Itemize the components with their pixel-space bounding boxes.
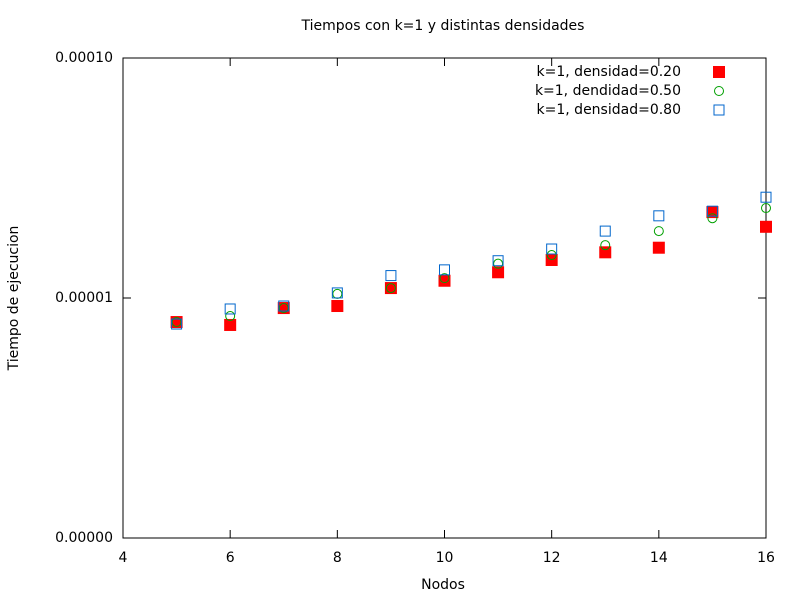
point bbox=[224, 318, 237, 331]
point bbox=[653, 210, 665, 222]
point bbox=[492, 266, 505, 279]
x-axis-label: Nodos bbox=[421, 577, 465, 593]
point bbox=[170, 316, 183, 329]
point bbox=[332, 288, 343, 299]
point bbox=[546, 250, 557, 261]
legend-swatch bbox=[714, 86, 724, 96]
point bbox=[439, 264, 450, 276]
x-tick-label: 4 bbox=[119, 550, 128, 566]
legend-label: k=1, densidad=0.80 bbox=[537, 102, 681, 118]
point bbox=[599, 225, 611, 237]
point bbox=[760, 220, 772, 233]
legend-label: k=1, densidad=0.20 bbox=[537, 64, 681, 80]
point bbox=[599, 246, 612, 259]
x-tick-label: 16 bbox=[757, 550, 775, 566]
point bbox=[652, 241, 665, 254]
point bbox=[278, 300, 290, 312]
point bbox=[761, 203, 771, 214]
x-tick-label: 8 bbox=[333, 550, 342, 566]
chart-title: Tiempos con k=1 y distintas densidades bbox=[301, 18, 585, 34]
point bbox=[331, 287, 343, 299]
x-tick-label: 14 bbox=[650, 550, 668, 566]
point bbox=[600, 240, 611, 251]
point bbox=[492, 255, 504, 267]
legend-swatch bbox=[713, 66, 725, 78]
point bbox=[331, 300, 344, 313]
y-tick-label: 0.00010 bbox=[55, 50, 113, 66]
y-tick-label: 0.00001 bbox=[55, 290, 113, 306]
y-axis-label: Tiempo de ejecucion bbox=[6, 226, 22, 372]
x-tick-label: 12 bbox=[543, 550, 561, 566]
x-tick-label: 10 bbox=[436, 550, 454, 566]
y-tick-label: 0.00000 bbox=[55, 530, 113, 546]
point bbox=[546, 243, 558, 255]
point bbox=[760, 191, 772, 203]
point bbox=[653, 226, 664, 237]
point bbox=[385, 283, 396, 294]
point bbox=[277, 302, 290, 315]
point bbox=[225, 311, 236, 322]
point bbox=[439, 273, 450, 284]
legend-swatch bbox=[713, 104, 725, 116]
point bbox=[706, 205, 718, 217]
plot-frame bbox=[122, 57, 767, 539]
point bbox=[707, 213, 718, 224]
legend-label: k=1, dendidad=0.50 bbox=[535, 83, 681, 99]
point bbox=[385, 270, 397, 282]
point bbox=[171, 318, 183, 330]
x-tick-label: 6 bbox=[226, 550, 235, 566]
point bbox=[384, 282, 397, 295]
point bbox=[224, 303, 236, 315]
